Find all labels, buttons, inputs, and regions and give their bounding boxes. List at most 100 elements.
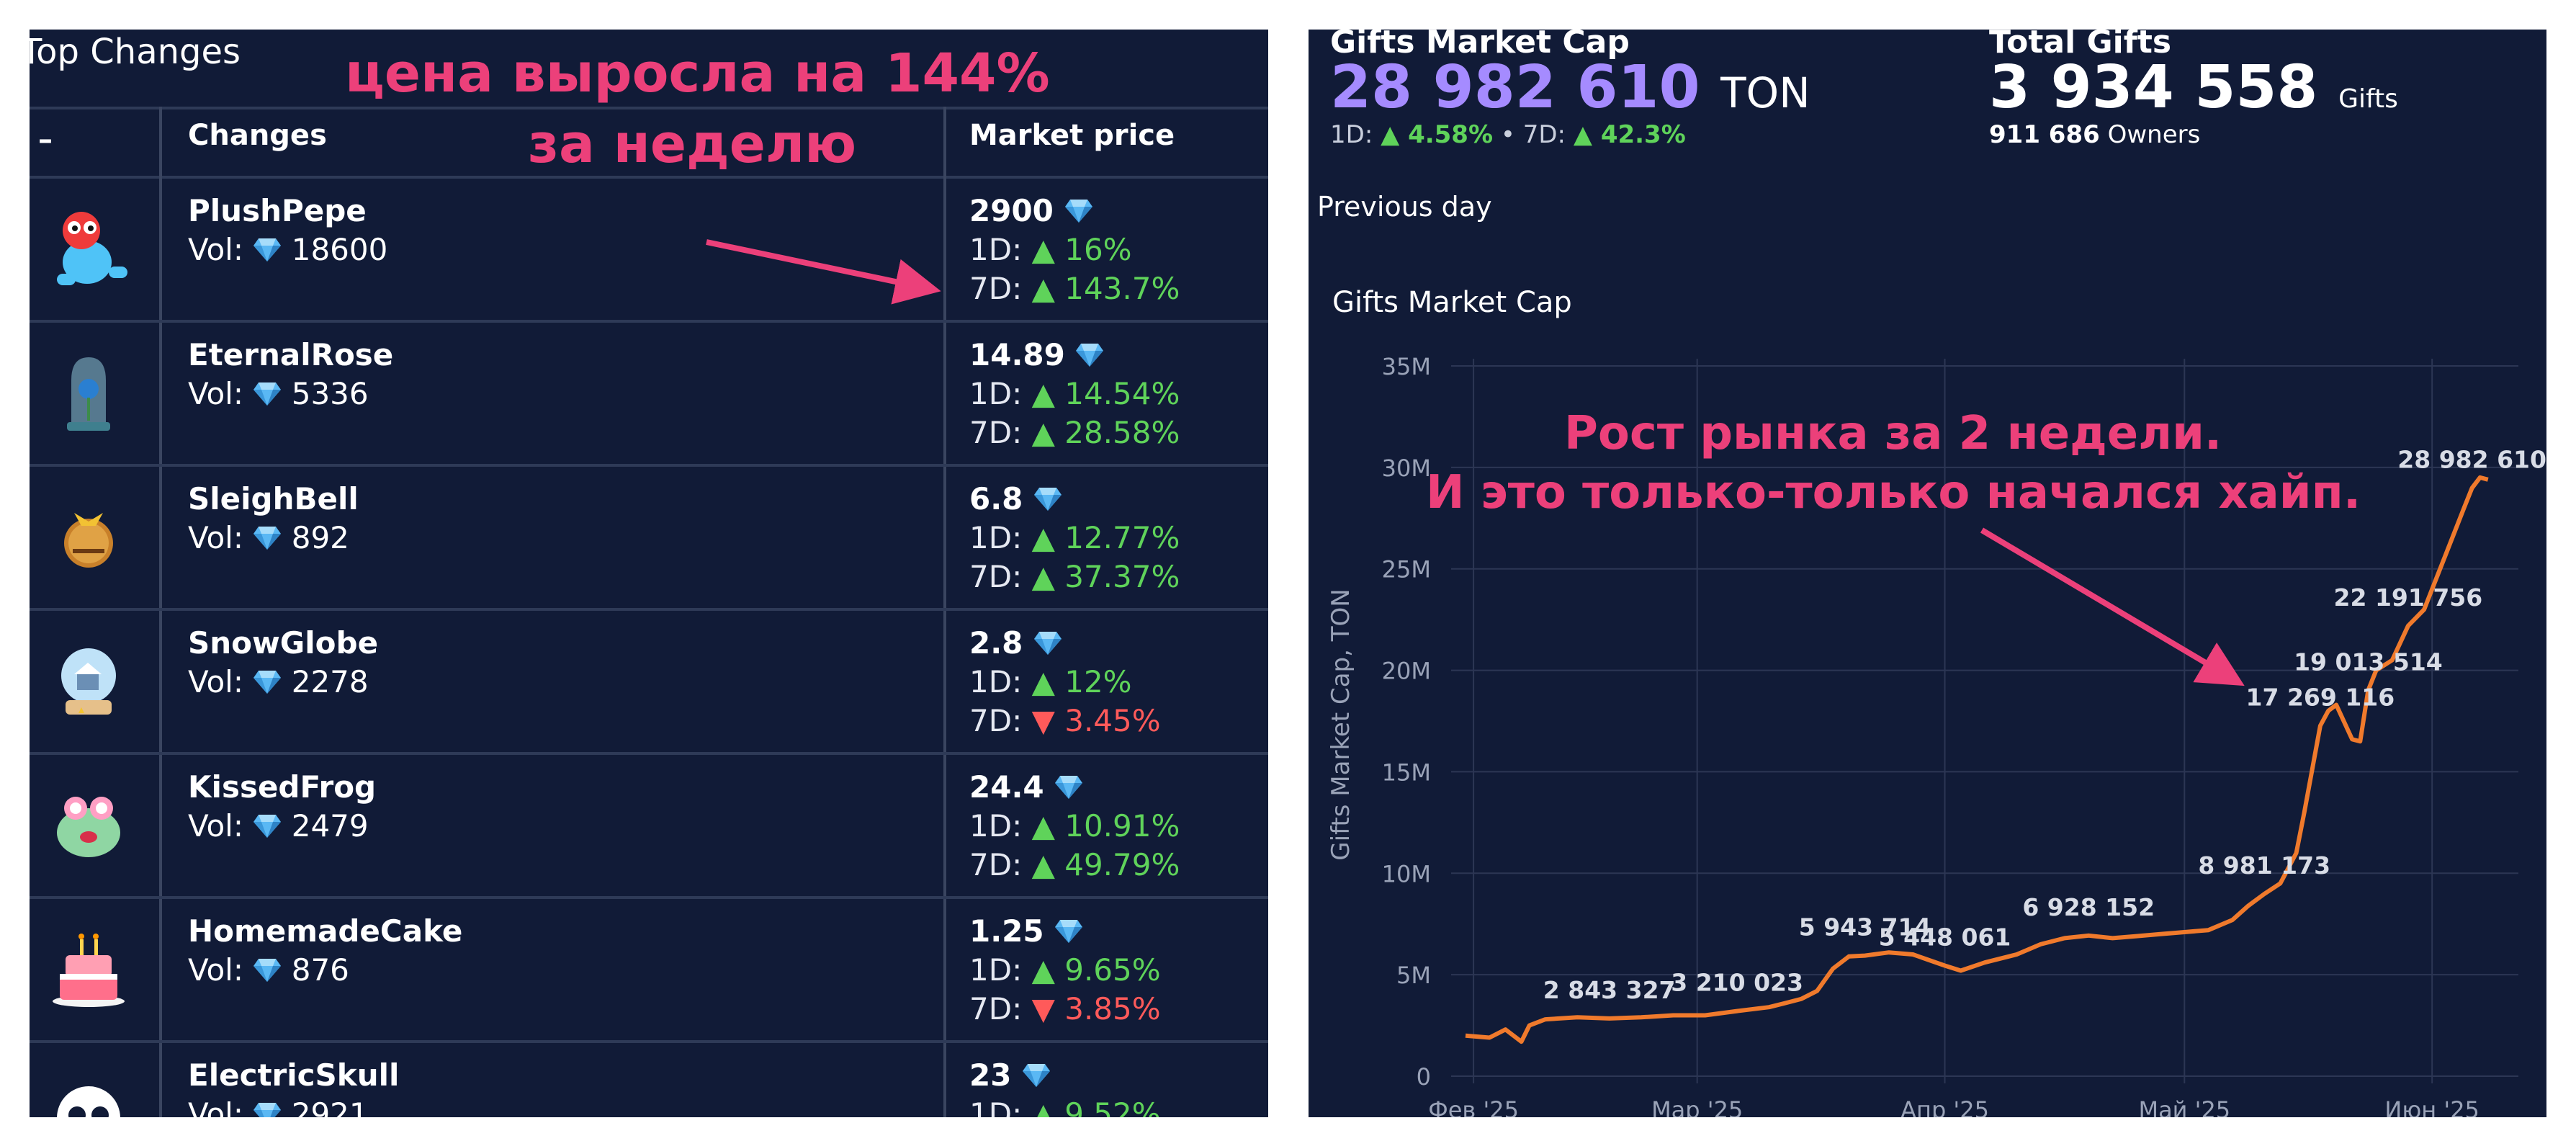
diamond-icon — [1033, 481, 1062, 516]
gift-volume: Vol: 892 — [188, 520, 349, 555]
diamond-icon — [1033, 625, 1062, 661]
gift-row-plushpepe[interactable]: PlushPepe Vol: 18600 2900 1D: ▲ 16% 7D: ▲ 1… — [30, 176, 1268, 320]
column-divider — [943, 107, 946, 1117]
diamond-icon — [1064, 193, 1093, 228]
diamond-icon — [253, 1096, 282, 1117]
change-1d-value: 12% — [1064, 664, 1132, 699]
gift-name: SleighBell — [188, 481, 359, 516]
change-7d-value: 37.37% — [1064, 559, 1180, 594]
diamond-icon — [253, 808, 282, 844]
gift-change-1d: 1D: ▲ 16% — [969, 232, 1132, 267]
gift-price: 1.25 — [969, 913, 1083, 949]
gift-volume: Vol: 18600 — [188, 232, 387, 267]
growth-annotation-line2: И это только-только начался хайп. — [1426, 466, 2361, 519]
change-7d-label: 7D: — [969, 991, 1023, 1026]
change-7d-label: 7D: — [969, 559, 1023, 594]
gift-change-1d: 1D: ▲ 9.65% — [969, 952, 1161, 988]
owners-stat: 911 686 Owners — [1989, 120, 2200, 149]
column-header-icon[interactable]: – — [38, 123, 53, 156]
vol-value: 892 — [291, 520, 349, 555]
column-header-market-price[interactable]: Market price — [969, 119, 1175, 152]
change-1d-value: 9.65% — [1064, 952, 1161, 988]
vol-value: 876 — [291, 952, 349, 988]
top-changes-panel: Top Changes цена выросла на 144% за неде… — [30, 30, 1268, 1117]
gift-row-kissedfrog[interactable]: KissedFrog Vol: 2479 24.4 1D: ▲ 10.91% 7D: … — [30, 752, 1268, 896]
owners-value: 911 686 — [1989, 120, 2100, 149]
vol-label: Vol: — [188, 808, 243, 844]
change-1d-label: 1D: — [969, 1096, 1023, 1117]
gift-price: 2.8 — [969, 625, 1062, 661]
diamond-icon — [1075, 337, 1104, 372]
data-label: 19 013 514 — [2294, 648, 2443, 676]
market-cap-series-line — [1465, 475, 2489, 1044]
market-cap-chart: Gifts Market Cap 0 5M 10M 15M 20M 25M 30M 35M Ф… — [1327, 286, 2546, 1117]
price-annotation-line1: цена выросла на 144% — [345, 42, 1050, 104]
diamond-icon — [1022, 1057, 1051, 1093]
gift-change-7d: 7D: ▲ 37.37% — [969, 559, 1180, 594]
mc-1d-value: ▲ 4.58% — [1381, 120, 1494, 149]
x-tick-label: Май '25 — [2138, 1096, 2230, 1117]
price-value: 24.4 — [969, 769, 1044, 805]
x-axis-ticks: Фев '25 Мар '25 Апр '25 Май '25 Июн '25 — [1428, 1096, 2479, 1117]
vol-label: Vol: — [188, 952, 243, 988]
arrow-icon — [1980, 527, 2245, 686]
diamond-icon — [1054, 913, 1083, 949]
mc-separator: • — [1500, 120, 1515, 149]
gift-row-homemadecake[interactable]: HomemadeCake Vol: 876 1.25 1D: ▲ 9.65% 7D: … — [30, 896, 1268, 1040]
x-tick-label: Фев '25 — [1428, 1096, 1519, 1117]
y-tick-label: 35M — [1382, 353, 1431, 380]
price-annotation-line2: за неделю — [528, 113, 857, 175]
x-tick-label: Мар '25 — [1651, 1096, 1743, 1117]
y-tick-label: 10M — [1382, 860, 1431, 887]
gift-name: SnowGlobe — [188, 625, 379, 661]
row-divider — [30, 464, 1268, 467]
change-7d-value: 28.58% — [1064, 415, 1180, 450]
column-header-changes[interactable]: Changes — [188, 119, 327, 152]
vol-value: 2921 — [291, 1096, 369, 1117]
total-gifts-number: 3 934 558 — [1989, 53, 2318, 122]
gift-row-sleighbell[interactable]: SleighBell Vol: 892 6.8 1D: ▲ 12.77% 7D: ▲ … — [30, 464, 1268, 608]
data-label: 22 191 756 — [2334, 583, 2483, 612]
gift-price: 14.89 — [969, 337, 1104, 372]
change-1d-label: 1D: — [969, 232, 1023, 267]
x-tick-label: Апр '25 — [1900, 1096, 1989, 1117]
y-axis-label: Gifts Market Cap, TON — [1327, 589, 1355, 860]
data-label: 5 448 061 — [1879, 923, 2011, 952]
x-tick-label: Июн '25 — [2384, 1096, 2479, 1117]
price-value: 6.8 — [969, 481, 1023, 516]
gift-row-eternalrose[interactable]: EternalRose Vol: 5336 14.89 1D: ▲ 14.54% 7D… — [30, 320, 1268, 464]
data-label: 2 843 327 — [1543, 976, 1676, 1004]
previous-day-toggle[interactable]: Previous day — [1317, 191, 1492, 223]
growth-annotation-line1: Рост рынка за 2 недели. — [1564, 407, 2222, 460]
change-7d-label: 7D: — [969, 415, 1023, 450]
change-1d-label: 1D: — [969, 952, 1023, 988]
change-1d-value: 10.91% — [1064, 808, 1180, 844]
gift-row-snowglobe[interactable]: SnowGlobe Vol: 2278 2.8 1D: ▲ 12% 7D: ▼ 3.4… — [30, 608, 1268, 752]
arrow-annotation — [706, 239, 941, 305]
gift-change-7d: 7D: ▼ 3.85% — [969, 991, 1161, 1026]
market-cap-changes: 1D: ▲ 4.58% • 7D: ▲ 42.3% — [1330, 120, 1686, 149]
gift-change-1d: 1D: ▲ 14.54% — [969, 376, 1180, 411]
change-1d-label: 1D: — [969, 808, 1023, 844]
change-1d-label: 1D: — [969, 376, 1023, 411]
market-cap-value: 28 982 610 TON — [1330, 53, 1810, 122]
row-divider — [30, 608, 1268, 611]
gift-row-electricskull[interactable]: ElectricSkull Vol: 2921 23 1D: ▲ 9.52% — [30, 1040, 1268, 1117]
owners-label: Owners — [2107, 120, 2201, 149]
vol-label: Vol: — [188, 664, 243, 699]
column-divider — [159, 107, 162, 1117]
total-gifts-label: Total Gifts — [1989, 30, 2172, 61]
y-tick-label: 5M — [1396, 962, 1431, 989]
gift-volume: Vol: 2479 — [188, 808, 369, 844]
vol-value: 2479 — [291, 808, 369, 844]
gift-price: 6.8 — [969, 481, 1062, 516]
total-gifts-unit: Gifts — [2338, 84, 2398, 114]
change-7d-value: 143.7% — [1064, 271, 1180, 306]
change-7d-label: 7D: — [969, 847, 1023, 882]
price-value: 1.25 — [969, 913, 1044, 949]
change-1d-value: 14.54% — [1064, 376, 1180, 411]
gift-name: HomemadeCake — [188, 913, 463, 949]
y-axis-ticks: 0 5M 10M 15M 20M 25M 30M 35M — [1382, 353, 1431, 1091]
data-label: 6 928 152 — [2022, 893, 2155, 921]
